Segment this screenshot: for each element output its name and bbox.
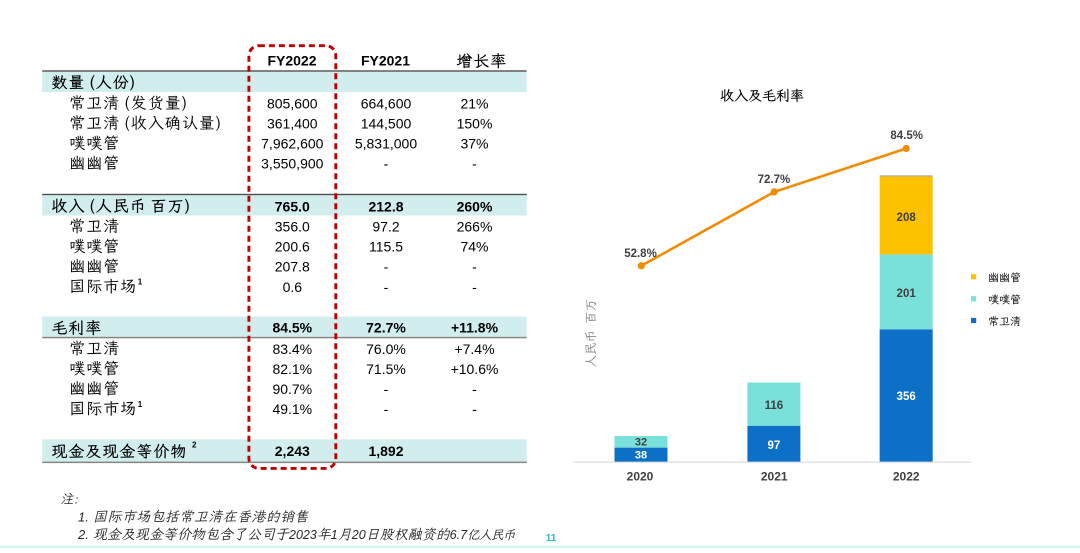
svg-text:52.8%: 52.8% bbox=[624, 248, 657, 260]
svg-text:49.1%: 49.1% bbox=[272, 401, 312, 417]
svg-text:84.5%: 84.5% bbox=[272, 319, 312, 335]
svg-text:37%: 37% bbox=[460, 136, 488, 152]
svg-text:32: 32 bbox=[635, 437, 647, 449]
svg-text:72.7%: 72.7% bbox=[366, 319, 406, 335]
svg-text:2: 2 bbox=[192, 441, 197, 450]
svg-text:FY2022: FY2022 bbox=[267, 52, 316, 68]
svg-text:144,500: 144,500 bbox=[361, 115, 412, 131]
svg-text:266%: 266% bbox=[457, 219, 493, 235]
svg-text:1: 1 bbox=[331, 528, 338, 542]
svg-text:2023: 2023 bbox=[288, 528, 317, 542]
svg-text:76.0%: 76.0% bbox=[366, 341, 406, 357]
svg-text:2020: 2020 bbox=[627, 469, 654, 483]
svg-text:201: 201 bbox=[897, 288, 917, 300]
svg-text:207.8: 207.8 bbox=[275, 259, 310, 275]
svg-text:1,892: 1,892 bbox=[368, 443, 403, 459]
svg-text:+10.6%: +10.6% bbox=[451, 361, 499, 377]
svg-text:5,831,000: 5,831,000 bbox=[355, 136, 417, 152]
svg-text:90.7%: 90.7% bbox=[272, 381, 312, 397]
svg-text:74%: 74% bbox=[460, 239, 488, 255]
svg-text:-: - bbox=[384, 279, 389, 295]
svg-text:2021: 2021 bbox=[761, 469, 788, 483]
svg-text:97.2: 97.2 bbox=[372, 219, 399, 235]
svg-text:356.0: 356.0 bbox=[275, 219, 310, 235]
svg-text:-: - bbox=[384, 381, 389, 397]
svg-text:-: - bbox=[384, 156, 389, 172]
svg-text:-: - bbox=[472, 401, 477, 417]
svg-text:2,243: 2,243 bbox=[275, 443, 310, 459]
svg-text:97: 97 bbox=[768, 440, 781, 452]
svg-text:208: 208 bbox=[897, 212, 917, 224]
svg-text:21%: 21% bbox=[460, 95, 488, 111]
svg-text:38: 38 bbox=[635, 449, 647, 461]
svg-text:20: 20 bbox=[351, 528, 366, 542]
svg-text:150%: 150% bbox=[457, 115, 493, 131]
svg-text:0.6: 0.6 bbox=[283, 279, 303, 295]
svg-text:-: - bbox=[472, 381, 477, 397]
svg-text:361,400: 361,400 bbox=[267, 115, 318, 131]
svg-text:-: - bbox=[384, 401, 389, 417]
svg-text:212.8: 212.8 bbox=[368, 198, 403, 214]
svg-text:805,600: 805,600 bbox=[267, 95, 318, 111]
svg-text:6.7: 6.7 bbox=[450, 528, 468, 542]
svg-text:-: - bbox=[384, 259, 389, 275]
svg-text:FY2021: FY2021 bbox=[361, 52, 410, 68]
svg-text:664,600: 664,600 bbox=[361, 95, 412, 111]
svg-text:-: - bbox=[472, 259, 477, 275]
svg-text:1.: 1. bbox=[78, 509, 89, 524]
svg-text:83.4%: 83.4% bbox=[272, 341, 312, 357]
svg-text:356: 356 bbox=[897, 391, 916, 403]
svg-text:2022: 2022 bbox=[893, 469, 920, 483]
svg-text:+11.8%: +11.8% bbox=[451, 319, 499, 335]
svg-text:115.5: 115.5 bbox=[369, 239, 403, 255]
svg-text:1: 1 bbox=[138, 400, 143, 409]
svg-text:2.: 2. bbox=[77, 527, 89, 542]
svg-text:-: - bbox=[472, 156, 477, 172]
svg-text:71.5%: 71.5% bbox=[366, 361, 406, 377]
svg-text:200.6: 200.6 bbox=[275, 239, 310, 255]
svg-text:765.0: 765.0 bbox=[275, 198, 310, 214]
svg-text:+7.4%: +7.4% bbox=[454, 341, 494, 357]
svg-text:116: 116 bbox=[765, 400, 784, 412]
svg-text:11: 11 bbox=[546, 533, 557, 544]
svg-text:72.7%: 72.7% bbox=[758, 174, 791, 186]
svg-text:1: 1 bbox=[138, 278, 143, 287]
svg-text:7,962,600: 7,962,600 bbox=[261, 136, 323, 152]
svg-text:84.5%: 84.5% bbox=[890, 130, 923, 142]
svg-text:82.1%: 82.1% bbox=[272, 361, 312, 377]
svg-text:-: - bbox=[472, 279, 477, 295]
svg-text:3,550,900: 3,550,900 bbox=[261, 156, 323, 172]
svg-text:260%: 260% bbox=[457, 198, 493, 214]
